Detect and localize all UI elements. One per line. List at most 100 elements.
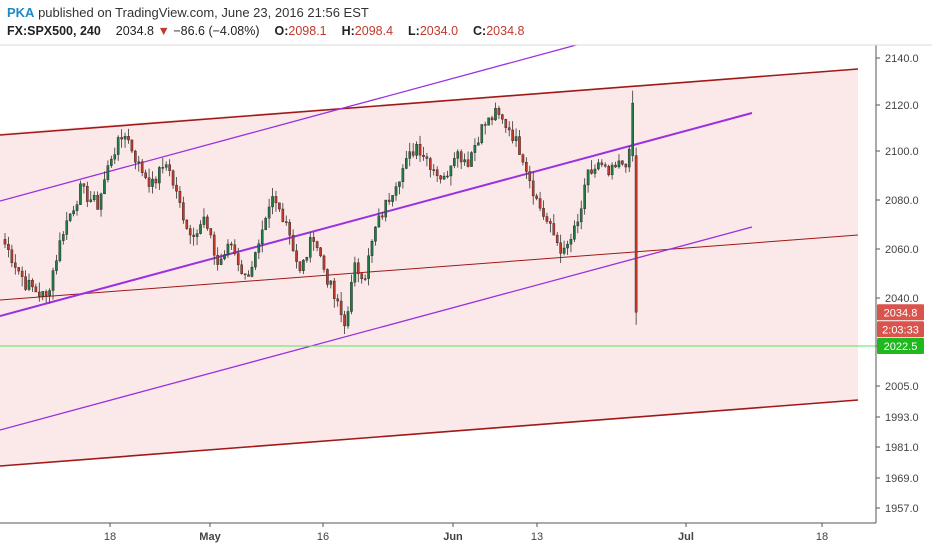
candle [137,155,141,172]
candle [453,152,456,169]
purple-channel-mid-line[interactable] [0,112,753,317]
candle [106,160,110,183]
purple-channel-lower-line[interactable] [0,226,753,431]
candle [55,254,58,275]
channel-mid-line[interactable] [0,234,859,301]
candle [230,241,233,250]
last-price: 2034.8 [115,24,155,38]
price-tick-label: 1969.0 [885,473,919,485]
candle [254,251,257,271]
candle [483,121,487,135]
candle [113,147,117,164]
candle [384,199,388,222]
candle [614,161,617,169]
candle [343,310,346,335]
price-axis[interactable]: 1957.0 1969.0 1981.0 1993.0 2005.0 2040.0 2060… [876,53,919,515]
candle [631,90,634,162]
candle [562,240,566,256]
candle [374,226,377,246]
publish-info: published on TradingView.com, June 23, 2… [34,5,369,20]
candle [487,117,490,126]
candle [435,166,439,182]
candle [439,174,442,184]
candle [274,190,278,212]
high-label: H: [341,24,355,38]
candle [370,239,374,263]
candle [144,169,147,180]
candles [3,90,638,335]
open-value: 2098.1 [288,24,327,38]
candle [110,155,113,168]
candle [319,246,322,258]
candle [463,153,466,166]
candle [579,200,583,230]
candle [99,192,103,217]
candle [542,200,545,220]
candle [48,288,51,304]
candle [346,306,350,329]
candle [391,195,394,207]
candle [288,219,291,245]
candle [308,232,312,263]
symbol-label[interactable]: FX:SPX500, 240 [7,24,101,38]
candle [326,268,329,288]
candle [339,291,343,323]
candle [353,256,357,287]
candle [116,135,120,161]
candle [298,261,302,274]
candle [312,232,316,251]
candle [86,181,89,208]
price-tick-label: 2120.0 [885,100,919,112]
level-badge: 2022.5 [877,338,924,354]
low-value: 2034.0 [419,24,459,38]
candle [504,118,508,133]
candle [188,224,192,245]
time-axis[interactable]: 18 May 16 Jun 13 Jul 18 [104,523,828,543]
candle [38,282,41,302]
candle [281,202,285,223]
close-value: 2034.8 [486,24,525,38]
candle [89,191,93,203]
candle [405,150,408,170]
candle [525,157,528,179]
channel-lower-line[interactable] [0,399,859,467]
ohlc-line: FX:SPX500, 240 2034.8 ▼ −86.6 (−4.08%) O… [7,24,524,38]
candle [446,170,449,179]
candle [535,193,538,201]
price-tick-label: 1957.0 [885,503,919,515]
candle [13,254,17,275]
candle [531,171,535,205]
candle [240,259,243,275]
candle [264,216,267,231]
purple-channel-upper-line[interactable] [0,44,580,202]
candle [514,128,518,147]
candle [377,208,381,228]
candle [381,211,384,220]
candle [459,149,463,170]
countdown-badge: 2:03:33 [877,321,924,338]
price-tick-label: 2080.0 [885,195,919,207]
candle [322,254,326,273]
candle [394,182,398,201]
candle [24,270,27,292]
candle [284,215,288,226]
candle [291,229,295,253]
candle [68,213,72,223]
candle [507,121,511,137]
candle [398,181,401,195]
down-triangle-icon: ▼ [157,24,170,38]
candle [154,176,158,189]
time-tick-label: 18 [816,531,828,543]
candle [624,163,628,173]
author-name[interactable]: PKA [7,5,35,20]
open-label: O: [274,24,289,38]
level-badge-text: 2022.5 [884,341,918,353]
time-tick-label: 13 [531,531,543,543]
publish-line: PKA published on TradingView.com, June 2… [7,5,369,20]
candle [329,279,333,289]
channel-upper-line[interactable] [0,68,859,136]
candle [555,232,559,246]
candle [278,202,281,213]
candle [607,164,610,177]
